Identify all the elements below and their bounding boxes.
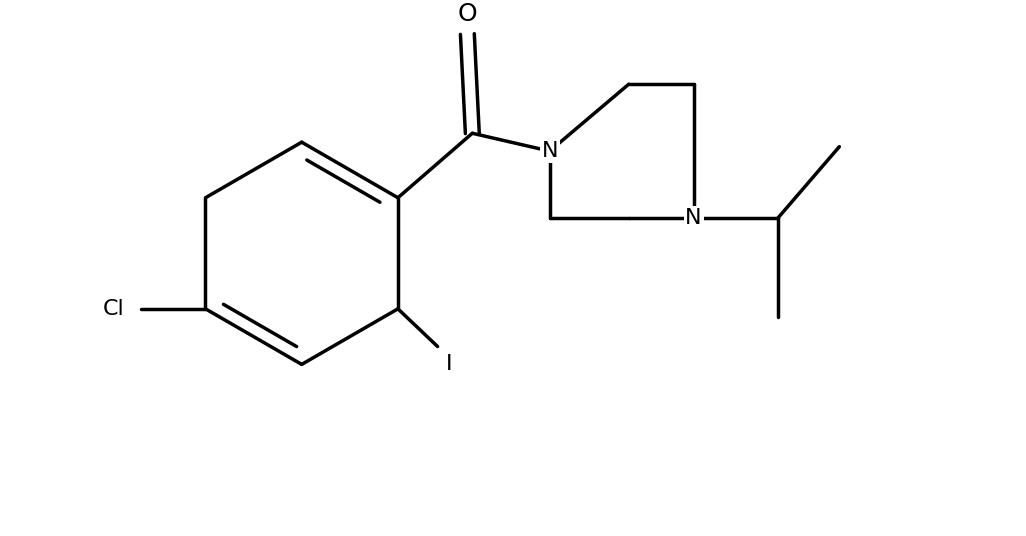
Text: N: N (542, 141, 558, 161)
Text: Cl: Cl (103, 299, 124, 319)
Text: O: O (458, 2, 477, 26)
Text: I: I (446, 354, 452, 374)
Text: N: N (685, 208, 702, 228)
